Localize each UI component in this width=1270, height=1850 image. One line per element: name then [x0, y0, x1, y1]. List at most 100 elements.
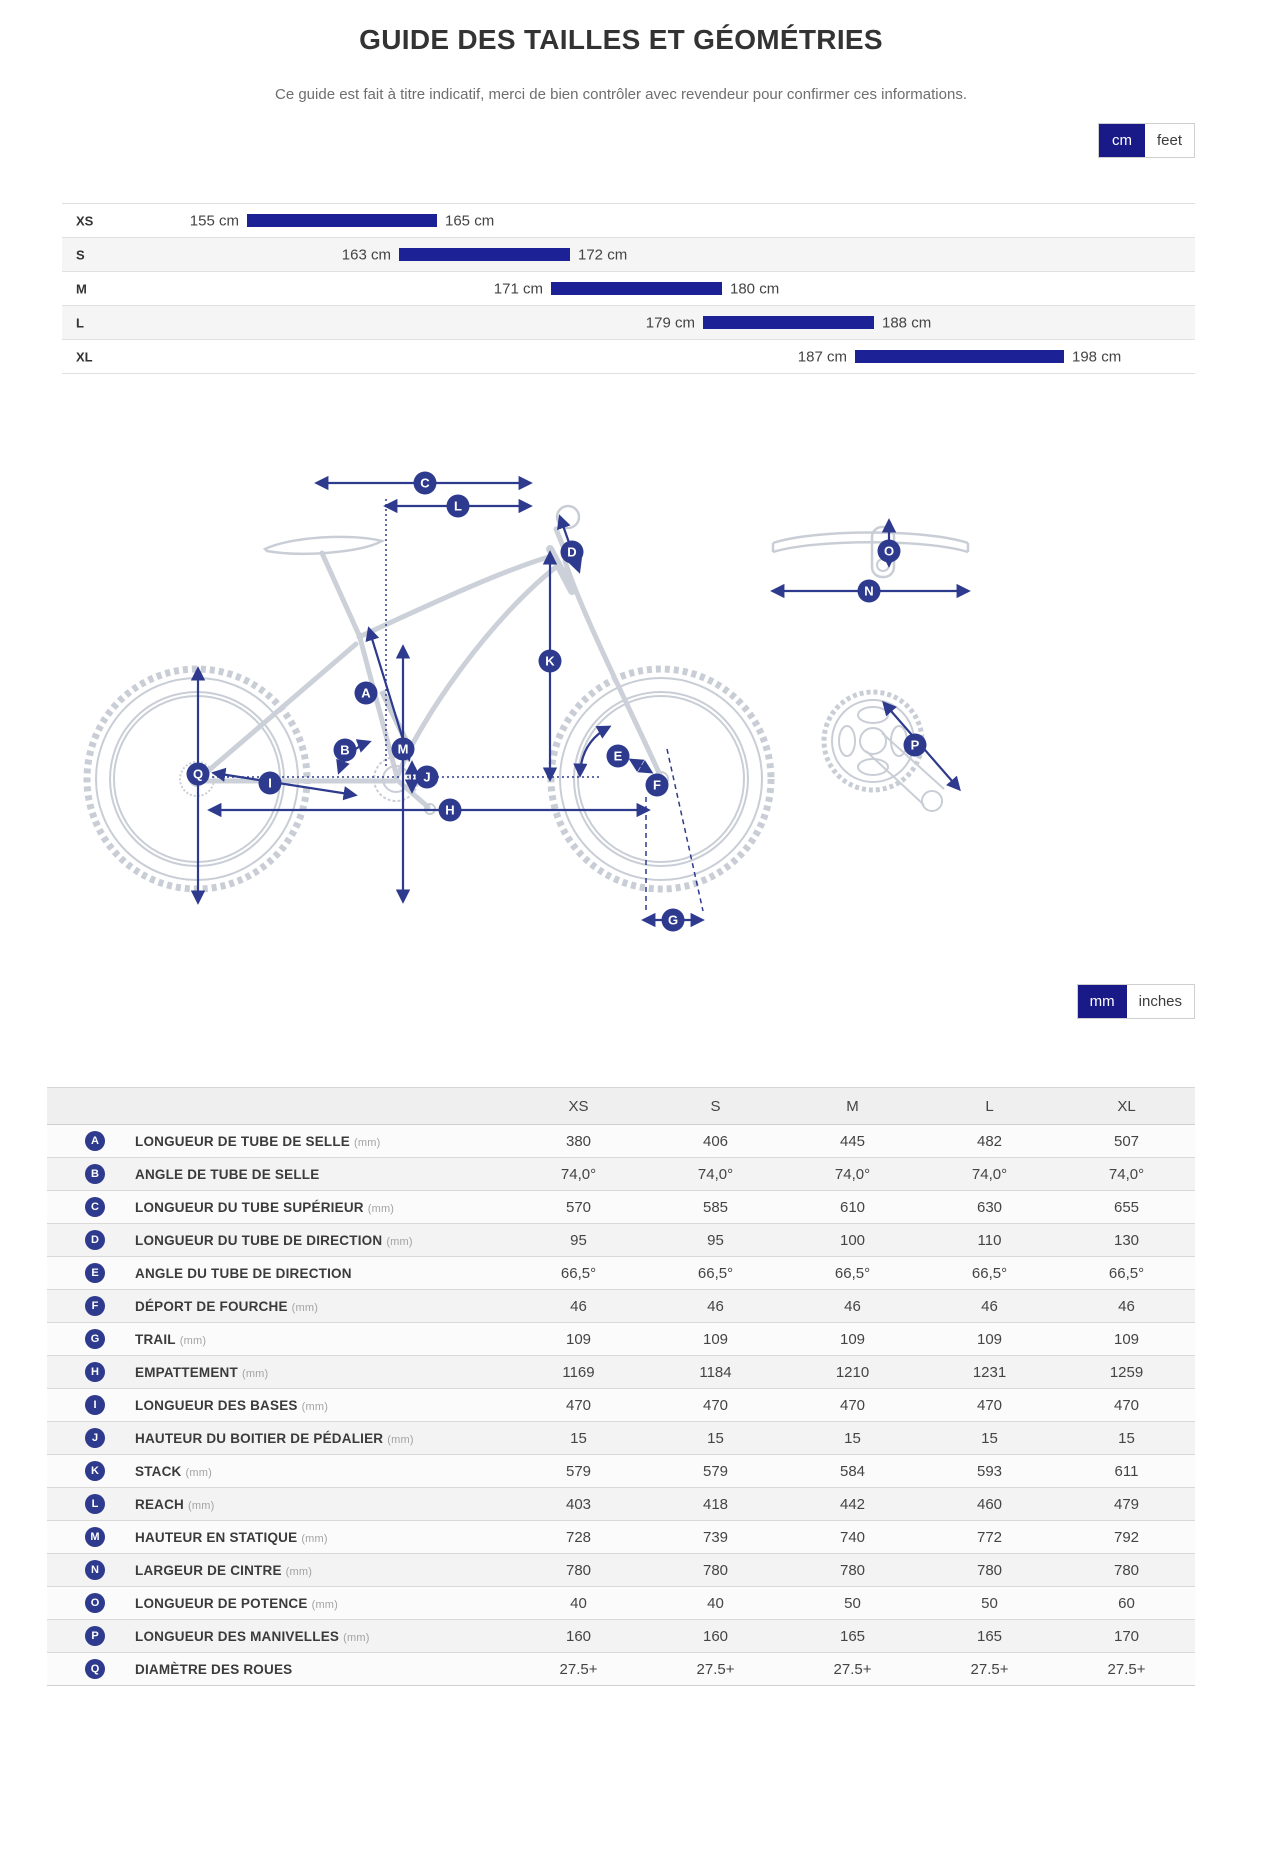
row-label: LONGUEUR DES BASES	[135, 1397, 298, 1413]
row-letter-badge: H	[85, 1362, 105, 1382]
page-subtitle: Ce guide est fait à titre indicatif, mer…	[275, 86, 967, 103]
bike-drawing	[83, 504, 970, 893]
diagram-badge-n: N	[857, 579, 881, 603]
geometry-value: 40	[570, 1594, 587, 1612]
diagram-badge-g: G	[661, 908, 685, 932]
height-range-bar	[551, 282, 722, 295]
column-header-s: S	[710, 1097, 721, 1115]
geometry-value: 780	[1113, 1561, 1140, 1579]
geometry-row-c: C LONGUEUR DU TUBE SUPÉRIEUR (mm) 570 585 610…	[47, 1190, 1195, 1223]
row-letter-badge: J	[85, 1428, 105, 1448]
row-label: DÉPORT DE FOURCHE	[135, 1298, 288, 1314]
height-min-label: 179 cm	[645, 314, 695, 331]
geometry-value: 27.5+	[970, 1660, 1009, 1678]
unit-inches-button[interactable]: inches	[1126, 985, 1194, 1018]
diagram-badge-b: B	[333, 738, 357, 762]
size-row-s: S 163 cm 172 cm	[62, 238, 1195, 272]
row-letter-badge: C	[85, 1197, 105, 1217]
geometry-value: 1210	[835, 1363, 870, 1381]
height-min-label: 163 cm	[341, 246, 391, 263]
geometry-value: 170	[1113, 1627, 1140, 1645]
diagram-badge-q: Q	[186, 762, 210, 786]
geometry-value: 50	[981, 1594, 998, 1612]
svg-text:O: O	[884, 544, 894, 559]
row-letter-badge: Q	[85, 1659, 105, 1679]
geometry-value: 772	[976, 1528, 1003, 1546]
column-header-xs: XS	[568, 1097, 589, 1115]
geometry-value: 165	[839, 1627, 866, 1645]
unit-feet-button[interactable]: feet	[1144, 124, 1194, 157]
geometry-row-q: Q DIAMÈTRE DES ROUES 27.5+ 27.5+ 27.5+ 27.5+ 2…	[47, 1652, 1195, 1685]
unit-mm-button[interactable]: mm	[1077, 985, 1127, 1018]
size-guide-page: GUIDE DES TAILLES ET GÉOMÉTRIES Ce guide…	[47, 0, 1195, 1686]
column-header-xl: XL	[1117, 1097, 1136, 1115]
diagram-badge-k: K	[538, 649, 562, 673]
diagram-badge-f: F	[645, 773, 669, 797]
geometry-value: 15	[570, 1429, 587, 1447]
geometry-row-f: F DÉPORT DE FOURCHE (mm) 46 46 46 46 46	[47, 1289, 1195, 1322]
geometry-value: 1184	[699, 1363, 732, 1381]
geometry-table-header: XS S M L XL	[47, 1087, 1195, 1125]
row-label: LONGUEUR DE POTENCE	[135, 1595, 308, 1611]
geometry-value: 160	[565, 1627, 592, 1645]
geometry-value: 593	[976, 1462, 1003, 1480]
svg-text:E: E	[614, 749, 623, 764]
diagram-badge-l: L	[446, 494, 470, 518]
geometry-table: XS S M L XL A LONGUEUR DE TUBE DE SELLE (mm) 38…	[47, 1087, 1195, 1686]
geometry-row-l: L REACH (mm) 403 418 442 460 479	[47, 1487, 1195, 1520]
row-label: LONGUEUR DE TUBE DE SELLE	[135, 1133, 351, 1149]
svg-text:L: L	[454, 499, 462, 514]
row-label: LARGEUR DE CINTRE	[135, 1562, 282, 1578]
row-label: HAUTEUR DU BOITIER DE PÉDALIER	[135, 1430, 384, 1446]
geometry-row-n: N LARGEUR DE CINTRE (mm) 780 780 780 780 780	[47, 1553, 1195, 1586]
row-unit: (mm)	[241, 1367, 269, 1380]
height-max-label: 180 cm	[730, 280, 780, 297]
size-label: M	[76, 281, 87, 296]
row-label: ANGLE DU TUBE DE DIRECTION	[135, 1265, 352, 1281]
height-min-label: 155 cm	[189, 212, 239, 229]
svg-text:D: D	[567, 545, 576, 560]
bike-geometry-diagram: A B C D E F G H I J K L M N O P Q	[60, 459, 1195, 964]
geometry-value: 470	[565, 1396, 592, 1414]
geometry-value: 66,5°	[971, 1264, 1008, 1282]
geometry-value: 50	[844, 1594, 861, 1612]
geometry-value: 15	[844, 1429, 861, 1447]
geometry-value: 792	[1113, 1528, 1140, 1546]
column-header-l: L	[985, 1097, 994, 1115]
svg-text:M: M	[398, 742, 409, 757]
geometry-value: 46	[1118, 1297, 1135, 1315]
height-range-bar	[855, 350, 1064, 363]
svg-text:N: N	[864, 584, 873, 599]
diagram-badge-o: O	[877, 539, 901, 563]
diagram-badge-m: M	[391, 737, 415, 761]
row-label: HAUTEUR EN STATIQUE	[135, 1529, 298, 1545]
row-unit: (mm)	[185, 1466, 212, 1479]
row-unit: (mm)	[301, 1532, 328, 1545]
geometry-row-k: K STACK (mm) 579 579 584 593 611	[47, 1454, 1195, 1487]
geometry-value: 74,0°	[560, 1165, 597, 1183]
geometry-value: 584	[839, 1462, 866, 1480]
height-min-label: 187 cm	[797, 348, 847, 365]
row-letter-badge: G	[85, 1329, 105, 1349]
row-unit: (mm)	[354, 1136, 381, 1149]
row-letter-badge: L	[85, 1494, 105, 1514]
row-letter-badge: E	[85, 1263, 105, 1283]
svg-text:J: J	[423, 770, 430, 785]
geometry-row-g: G TRAIL (mm) 109 109 109 109 109	[47, 1322, 1195, 1355]
geometry-value: 1169	[562, 1363, 595, 1381]
row-unit: (mm)	[311, 1598, 339, 1611]
geometry-value: 46	[981, 1297, 998, 1315]
unit-cm-button[interactable]: cm	[1098, 124, 1145, 157]
row-letter-badge: M	[85, 1527, 105, 1547]
svg-text:B: B	[340, 743, 349, 758]
geometry-value: 74,0°	[1108, 1165, 1145, 1183]
height-range-bar	[703, 316, 874, 329]
diagram-badge-p: P	[903, 733, 927, 757]
height-unit-toggle: cm feet	[1097, 123, 1195, 158]
size-row-l: L 179 cm 188 cm	[62, 306, 1195, 340]
geometry-value: 165	[976, 1627, 1003, 1645]
row-letter-badge: K	[85, 1461, 105, 1481]
geometry-row-d: D LONGUEUR DU TUBE DE DIRECTION (mm) 95 95 10…	[47, 1223, 1195, 1256]
row-letter-badge: P	[85, 1626, 105, 1646]
row-unit: (mm)	[291, 1301, 319, 1314]
